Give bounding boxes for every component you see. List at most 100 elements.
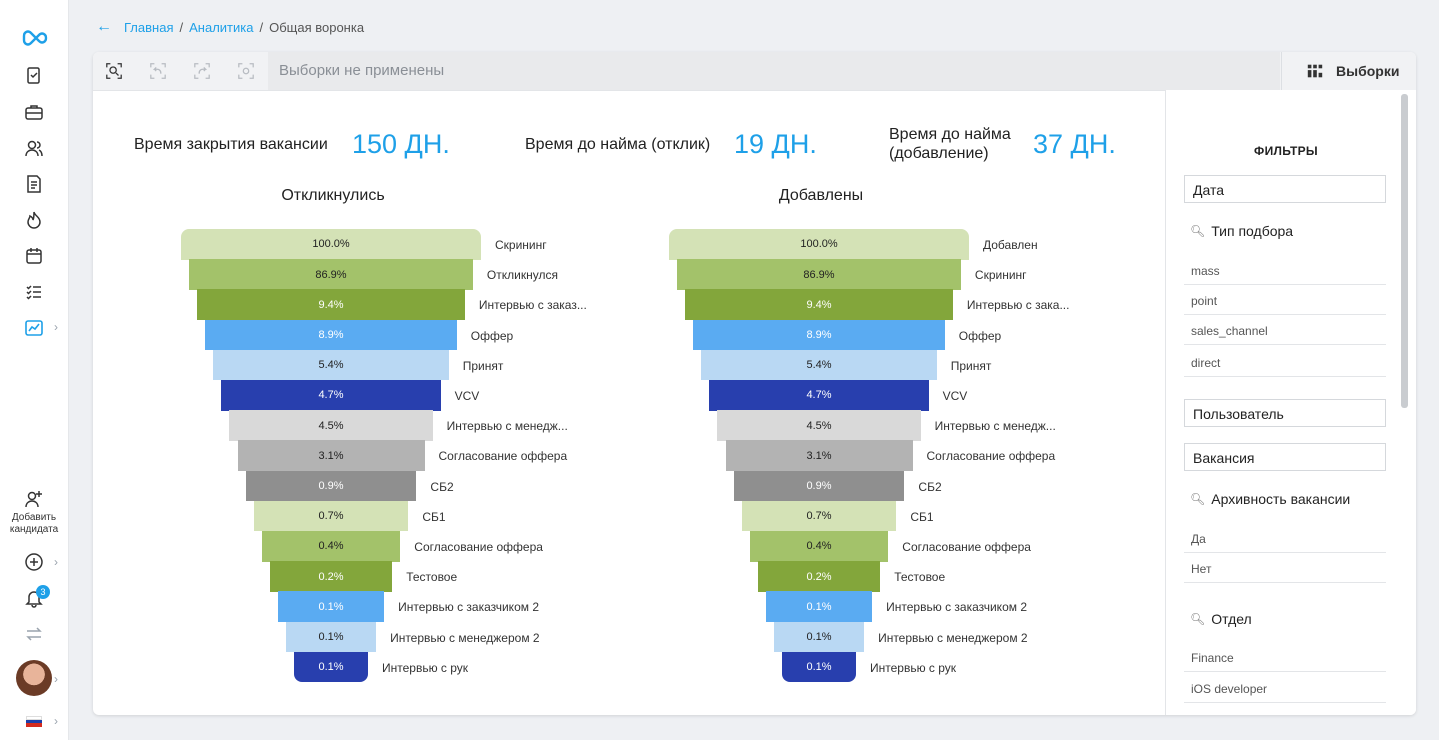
funnel-segment[interactable]: 100.0% xyxy=(669,229,969,260)
funnel-segment[interactable]: 0.7% xyxy=(741,500,897,532)
plus-circle-icon[interactable] xyxy=(22,550,46,574)
funnel-chart: 100.0% Добавлен 86.9% Скрининг 9.4% Интервью … xyxy=(669,229,1169,683)
filter-date[interactable]: Дата xyxy=(1184,175,1386,203)
funnel-segment[interactable]: 86.9% xyxy=(677,259,961,290)
chevron-right-icon[interactable]: › xyxy=(54,320,58,334)
tasks-icon[interactable] xyxy=(22,280,46,304)
funnel-segment[interactable]: 0.2% xyxy=(269,561,393,592)
funnel-segment[interactable]: 9.4% xyxy=(197,289,465,321)
add-user-icon[interactable] xyxy=(22,487,46,511)
segment-value: 0.9% xyxy=(318,479,344,492)
selections-field[interactable]: Выборки не применены xyxy=(268,52,1280,90)
funnel-segment[interactable]: 0.1% xyxy=(765,591,873,623)
filter-group-archive[interactable]: 🔍︎ Архивность вакансии xyxy=(1190,491,1350,507)
segment-label: Оффер xyxy=(470,328,514,343)
document-icon[interactable] xyxy=(22,172,46,196)
funnel-segment[interactable]: 4.5% xyxy=(717,410,921,441)
filter-vacancy[interactable]: Вакансия xyxy=(1184,443,1386,471)
funnel-segment[interactable]: 5.4% xyxy=(213,349,449,381)
filters-title: ФИЛЬТРЫ xyxy=(1254,144,1318,158)
clear-selection-icon[interactable] xyxy=(236,61,256,81)
breadcrumb-analytics[interactable]: Аналитика xyxy=(189,19,254,35)
segment-value: 5.4% xyxy=(806,359,832,372)
funnel-segment[interactable]: 3.1% xyxy=(725,440,913,472)
undo-icon[interactable] xyxy=(148,61,168,81)
funnel-segment[interactable]: 5.4% xyxy=(701,349,937,381)
funnel-segment[interactable]: 0.1% xyxy=(782,651,856,683)
segment-label: Интервью с менеджером 2 xyxy=(878,630,1028,645)
selections-button[interactable]: Выборки xyxy=(1281,52,1416,90)
funnel-segment[interactable]: 0.7% xyxy=(253,500,409,532)
filter-option[interactable]: mass xyxy=(1184,264,1386,285)
filter-option[interactable]: point xyxy=(1184,294,1386,315)
segment-label: Интервью с рук xyxy=(382,660,469,675)
segment-value: 86.9% xyxy=(315,268,347,281)
add-candidate-label[interactable]: Добавить кандидата xyxy=(9,512,59,535)
funnel-segment[interactable]: 0.9% xyxy=(245,470,417,502)
analytics-icon[interactable] xyxy=(22,316,46,340)
segment-value: 0.9% xyxy=(806,479,832,492)
filter-group-title: Тип подбора xyxy=(1211,223,1294,239)
segment-value: 0.1% xyxy=(318,630,344,643)
funnel-segment[interactable]: 8.9% xyxy=(205,319,457,351)
filter-option[interactable]: Finance xyxy=(1184,651,1386,672)
scrollbar[interactable] xyxy=(1401,94,1408,408)
chevron-right-icon[interactable]: › xyxy=(54,555,58,569)
chevron-right-icon[interactable]: › xyxy=(54,714,58,728)
filter-option[interactable]: sales_channel xyxy=(1184,324,1386,345)
segment-value: 9.4% xyxy=(806,298,832,311)
funnel-segment[interactable]: 4.7% xyxy=(221,380,441,411)
flag-ru-icon[interactable] xyxy=(26,716,42,727)
segment-label: Интервью с зака... xyxy=(966,298,1070,313)
filter-option[interactable]: iOS developer xyxy=(1184,682,1386,703)
funnel-segment[interactable]: 4.7% xyxy=(709,380,929,411)
segment-value: 0.2% xyxy=(318,570,344,583)
filter-option[interactable]: Нет xyxy=(1184,562,1386,583)
filter-group-department[interactable]: 🔍︎ Отдел xyxy=(1190,611,1252,627)
funnel-title: Добавлены xyxy=(778,187,864,204)
back-arrow-icon[interactable]: ← xyxy=(96,18,112,35)
segment-label: Скрининг xyxy=(495,238,547,252)
zoom-select-icon[interactable] xyxy=(104,61,124,81)
metric-label: Время до найма (отклик) xyxy=(525,136,711,153)
segment-value: 0.1% xyxy=(806,661,832,674)
funnel-segment[interactable]: 3.1% xyxy=(237,440,425,472)
funnel-segment[interactable]: 9.4% xyxy=(685,289,953,321)
funnel-segment[interactable]: 0.4% xyxy=(261,531,401,562)
breadcrumb-separator: / xyxy=(179,19,184,35)
funnel-card: Выборки не применены Выборки Время закры… xyxy=(93,52,1416,715)
segment-label: Согласование оффера xyxy=(414,540,543,554)
calendar-icon[interactable] xyxy=(22,244,46,268)
filter-option[interactable]: Да xyxy=(1184,532,1386,553)
segment-value: 3.1% xyxy=(318,449,344,462)
funnel-segment[interactable]: 0.1% xyxy=(285,621,377,653)
breadcrumb-separator: / xyxy=(259,19,264,35)
metric-value: 150 ДН. xyxy=(352,129,450,159)
filter-option[interactable]: direct xyxy=(1184,356,1386,377)
segment-label: Согласование оффера xyxy=(438,449,568,464)
filter-group-selection-type[interactable]: 🔍︎ Тип подбора xyxy=(1190,223,1293,239)
funnel-segment[interactable]: 0.4% xyxy=(749,531,889,562)
funnel-segment[interactable]: 86.9% xyxy=(189,259,473,290)
users-icon[interactable] xyxy=(22,136,46,160)
funnel-segment[interactable]: 0.1% xyxy=(277,591,385,623)
funnel-segment[interactable]: 0.1% xyxy=(294,651,368,683)
fire-icon[interactable] xyxy=(22,208,46,232)
briefcase-icon[interactable] xyxy=(22,100,46,124)
switch-icon[interactable] xyxy=(22,622,46,646)
chevron-right-icon[interactable]: › xyxy=(54,672,58,686)
avatar[interactable] xyxy=(16,660,52,696)
funnel-segment[interactable]: 4.5% xyxy=(229,410,433,441)
redo-icon[interactable] xyxy=(192,61,212,81)
segment-value: 0.1% xyxy=(806,600,832,613)
filter-user[interactable]: Пользователь xyxy=(1184,399,1386,427)
breadcrumb-home[interactable]: Главная xyxy=(124,19,174,35)
funnel-segment[interactable]: 0.9% xyxy=(733,470,905,502)
funnel-segment[interactable]: 100.0% xyxy=(181,229,481,260)
funnel-segment[interactable]: 8.9% xyxy=(693,319,945,351)
funnel-segment[interactable]: 0.1% xyxy=(773,621,865,653)
breadcrumb: ← Главная / Аналитика / Общая воронка xyxy=(96,18,364,36)
vacancies-icon[interactable] xyxy=(22,64,46,88)
logo-icon[interactable] xyxy=(20,24,50,48)
funnel-segment[interactable]: 0.2% xyxy=(757,561,881,592)
